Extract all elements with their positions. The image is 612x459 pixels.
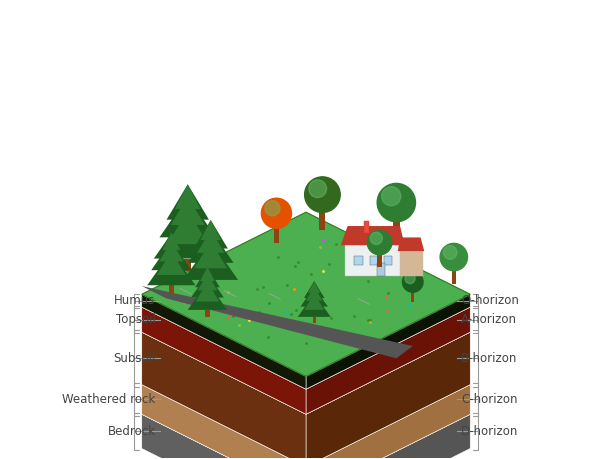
Circle shape — [261, 198, 291, 228]
Polygon shape — [193, 220, 228, 248]
Bar — [370, 256, 379, 265]
Polygon shape — [196, 282, 219, 302]
Polygon shape — [142, 286, 412, 358]
Bar — [206, 310, 209, 317]
Polygon shape — [142, 302, 470, 459]
Circle shape — [370, 232, 382, 245]
Polygon shape — [142, 212, 470, 376]
Polygon shape — [304, 281, 324, 298]
Polygon shape — [142, 225, 470, 389]
Polygon shape — [142, 332, 470, 459]
Polygon shape — [167, 211, 208, 244]
Polygon shape — [171, 196, 205, 225]
Circle shape — [367, 230, 392, 255]
Polygon shape — [142, 250, 470, 414]
Polygon shape — [306, 287, 323, 301]
Text: Topsoil: Topsoil — [116, 313, 155, 326]
Bar — [169, 285, 174, 294]
Polygon shape — [142, 307, 306, 414]
Polygon shape — [341, 226, 405, 245]
Bar — [377, 263, 384, 276]
Polygon shape — [198, 274, 217, 291]
Polygon shape — [195, 241, 227, 268]
Text: Weathered rock: Weathered rock — [62, 393, 155, 406]
Bar — [384, 256, 392, 265]
Polygon shape — [142, 385, 306, 459]
Bar — [378, 255, 382, 267]
Text: A-horizon: A-horizon — [461, 313, 517, 326]
Bar — [184, 258, 192, 271]
Polygon shape — [201, 220, 221, 240]
Text: D-horizon: D-horizon — [461, 425, 518, 438]
Circle shape — [309, 180, 327, 198]
Polygon shape — [157, 251, 186, 275]
Polygon shape — [191, 274, 224, 297]
Text: C-horizon: C-horizon — [461, 393, 518, 406]
Bar — [354, 256, 363, 265]
Circle shape — [305, 177, 340, 213]
Polygon shape — [306, 307, 470, 414]
Polygon shape — [142, 294, 306, 389]
Polygon shape — [306, 414, 470, 459]
Polygon shape — [308, 281, 320, 293]
Bar — [452, 271, 456, 285]
Circle shape — [443, 246, 457, 259]
Bar — [400, 251, 423, 276]
Polygon shape — [160, 196, 216, 237]
Polygon shape — [188, 282, 227, 310]
Polygon shape — [197, 230, 225, 253]
Text: O-horizon: O-horizon — [461, 294, 519, 307]
Polygon shape — [298, 294, 330, 317]
Polygon shape — [142, 332, 306, 459]
Polygon shape — [188, 230, 234, 263]
Circle shape — [377, 184, 416, 222]
Circle shape — [403, 272, 423, 292]
Polygon shape — [195, 267, 220, 287]
Circle shape — [265, 201, 280, 216]
Polygon shape — [151, 241, 192, 270]
Polygon shape — [156, 233, 187, 257]
Polygon shape — [306, 385, 470, 459]
Polygon shape — [184, 241, 238, 280]
Circle shape — [382, 187, 401, 206]
Polygon shape — [175, 185, 201, 209]
Polygon shape — [162, 233, 181, 250]
Bar — [208, 280, 214, 290]
Circle shape — [440, 243, 468, 271]
Polygon shape — [159, 241, 184, 262]
Polygon shape — [306, 332, 470, 459]
Bar — [411, 292, 414, 302]
Bar — [274, 228, 279, 243]
Text: B-horizon: B-horizon — [461, 352, 518, 365]
Polygon shape — [306, 294, 470, 389]
Polygon shape — [166, 185, 209, 220]
Polygon shape — [300, 287, 328, 307]
Text: Subsoil: Subsoil — [113, 352, 155, 365]
Polygon shape — [200, 267, 215, 281]
Polygon shape — [154, 211, 222, 258]
Polygon shape — [142, 212, 470, 376]
Polygon shape — [304, 294, 324, 310]
Bar — [393, 222, 400, 241]
Bar — [345, 245, 400, 276]
Polygon shape — [142, 414, 306, 459]
Polygon shape — [398, 237, 424, 251]
Bar — [319, 213, 326, 230]
Polygon shape — [147, 251, 195, 285]
Text: Bedrock: Bedrock — [108, 425, 155, 438]
Bar — [364, 222, 369, 233]
Circle shape — [405, 274, 415, 284]
Text: Humus: Humus — [114, 294, 155, 307]
Bar — [313, 317, 316, 323]
